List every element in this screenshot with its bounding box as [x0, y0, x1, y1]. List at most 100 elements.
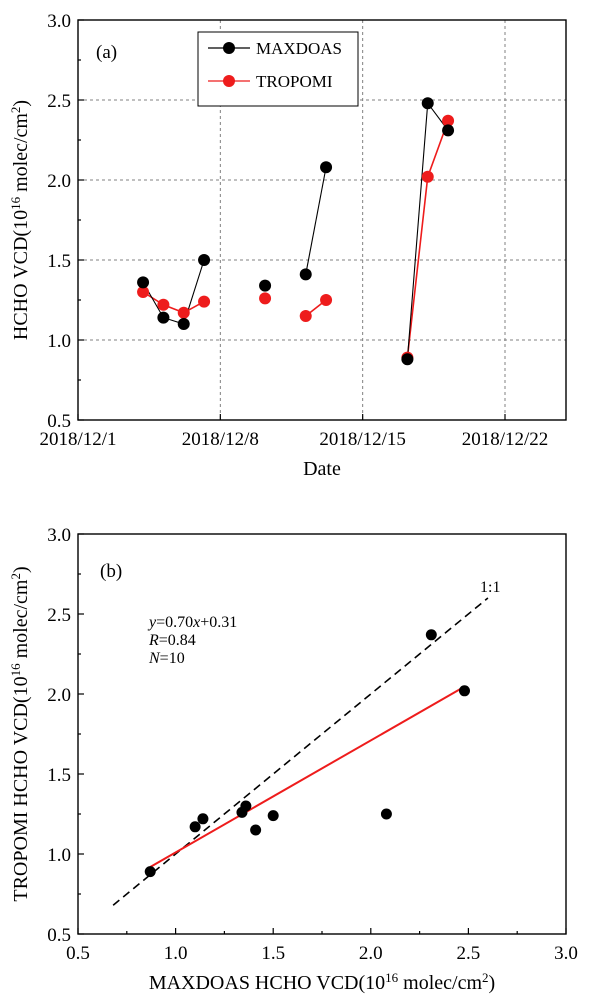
maxdoas-point — [401, 353, 414, 366]
r-value: =0.84 — [159, 632, 196, 649]
tropomi-point — [320, 294, 333, 306]
panel-a-y-axis-title: HCHO VCD(1016 molec/cm2) — [8, 100, 33, 340]
maxdoas-point — [259, 279, 272, 292]
y-title-main: HCHO VCD(10 — [10, 210, 32, 340]
maxdoas-point — [198, 254, 211, 266]
maxdoas-point — [157, 311, 170, 324]
b-y-title-sup: 16 — [8, 663, 23, 677]
panel-a-x-tick-label: 2018/12/1 — [39, 429, 116, 450]
panel-a-y-tick-label: 2.5 — [47, 91, 71, 112]
panel-a-y-tick-label: 2.0 — [47, 171, 71, 192]
panel-b-lines — [112, 597, 489, 906]
scatter-point — [250, 824, 262, 836]
eq-slope: =0.70 — [156, 614, 193, 631]
scatter-point — [189, 821, 201, 833]
panel-b-ticks: 0.5 1.0 1.5 2.0 2.5 3.0 0.5 1.0 1.5 2.0 2.5 3.0 — [47, 525, 578, 964]
panel-a-x-axis-title: Date — [303, 458, 341, 480]
panel-a-label: (a) — [96, 42, 117, 63]
scatter-point — [267, 810, 279, 822]
panel-b-y-tick-label: 3.0 — [47, 525, 71, 546]
scatter-point — [144, 866, 156, 878]
panel-b-label: (b) — [100, 561, 122, 582]
n-value: =10 — [160, 650, 185, 667]
tropomi-point — [157, 298, 170, 311]
panel-a-y-tick-label: 1.5 — [47, 251, 71, 272]
one-to-one-line — [112, 597, 489, 906]
eq-x: x — [192, 614, 200, 631]
x-title-main: MAXDOAS HCHO VCD(10 — [149, 972, 385, 994]
tropomi-series-line — [406, 120, 449, 358]
tropomi-point — [442, 114, 455, 127]
maxdoas-series-line — [406, 101, 449, 360]
b-y-title-main: TROPOMI HCHO VCD(10 — [10, 676, 32, 901]
tropomi-point — [177, 306, 190, 319]
panel-a-y-tick-label: 3.0 — [47, 11, 71, 32]
panel-b-scatter: 0.5 1.0 1.5 2.0 2.5 3.0 0.5 1.0 1.5 2.0 2.5 3.0 (b)… — [8, 525, 578, 994]
y-title-sup: 16 — [8, 196, 23, 210]
fit-equation: y=0.70x+0.31 — [147, 614, 237, 631]
scatter-point — [458, 685, 470, 697]
scatter-point — [197, 813, 209, 825]
eq-y: y — [147, 614, 157, 631]
panel-a-x-tick-label: 2018/12/22 — [462, 429, 549, 450]
panel-b-y-tick-label: 2.0 — [47, 685, 71, 706]
r-label: R — [148, 632, 159, 649]
panel-b-x-tick-label: 3.0 — [554, 943, 578, 964]
panel-a-time-series: 2018/12/1 2018/12/8 2018/12/15 2018/12/22 0.… — [8, 11, 567, 480]
x-title-unit: molec/cm — [398, 972, 482, 994]
legend-tropomi-label: TROPOMI — [256, 72, 333, 91]
tropomi-point — [421, 170, 434, 183]
panel-b-x-axis-title: MAXDOAS HCHO VCD(1016 molec/cm2) — [149, 970, 495, 995]
x-title-sup2: 2 — [482, 970, 489, 985]
panel-b-y-tick-label: 2.5 — [47, 605, 71, 626]
maxdoas-point — [177, 318, 190, 330]
panel-b-x-tick-label: 0.5 — [66, 943, 90, 964]
tropomi-point — [198, 295, 211, 308]
y-title-unit: molec/cm — [10, 113, 32, 197]
b-y-title-unit: molec/cm — [10, 579, 32, 663]
panel-b-y-axis-title: TROPOMI HCHO VCD(1016 molec/cm2) — [8, 566, 33, 901]
panel-b-x-tick-label: 2.5 — [457, 943, 481, 964]
maxdoas-series-line — [142, 259, 205, 325]
legend-maxdoas-label: MAXDOAS — [256, 39, 342, 58]
correlation-r: R=0.84 — [148, 632, 196, 649]
scatter-point — [236, 806, 248, 818]
one-to-one-label: 1:1 — [480, 579, 500, 596]
panel-a-y-tick-label: 1.0 — [47, 331, 71, 352]
panel-b-x-tick-label: 1.0 — [164, 943, 188, 964]
y-title-sup2: 2 — [8, 107, 23, 114]
b-y-title-sup2: 2 — [8, 573, 23, 580]
panel-a-ticks: 2018/12/1 2018/12/8 2018/12/15 2018/12/22 0.… — [39, 11, 548, 450]
b-y-title-end: ) — [10, 566, 32, 573]
maxdoas-point — [442, 124, 455, 137]
panel-b-y-tick-label: 0.5 — [47, 925, 71, 946]
maxdoas-point — [421, 97, 434, 110]
sample-count: N=10 — [148, 650, 185, 667]
tropomi-point — [137, 286, 150, 298]
fit-line — [149, 685, 465, 868]
eq-intercept: +0.31 — [200, 614, 237, 631]
panel-b-y-tick-label: 1.5 — [47, 765, 71, 786]
x-title-sup: 16 — [385, 970, 399, 985]
x-title-end: ) — [489, 972, 496, 994]
panel-a-x-tick-label: 2018/12/15 — [319, 429, 406, 450]
panel-b-points — [144, 629, 470, 878]
tropomi-series-line — [142, 291, 205, 314]
scatter-point — [425, 629, 437, 641]
panel-a-legend: MAXDOAS TROPOMI — [197, 31, 359, 107]
tropomi-point — [299, 310, 312, 322]
maxdoas-point — [320, 161, 333, 174]
panel-b-x-tick-label: 1.5 — [261, 943, 285, 964]
tropomi-point — [259, 292, 272, 305]
panel-a-series — [137, 97, 455, 366]
y-title-end: ) — [10, 100, 32, 107]
panel-b-x-tick-label: 2.0 — [359, 943, 383, 964]
scatter-point — [380, 808, 392, 820]
legend-maxdoas-marker — [223, 42, 235, 54]
maxdoas-point — [299, 268, 312, 281]
legend-tropomi-marker — [223, 75, 235, 87]
n-label: N — [148, 650, 161, 667]
maxdoas-series-line — [305, 167, 327, 275]
maxdoas-point — [137, 276, 150, 289]
